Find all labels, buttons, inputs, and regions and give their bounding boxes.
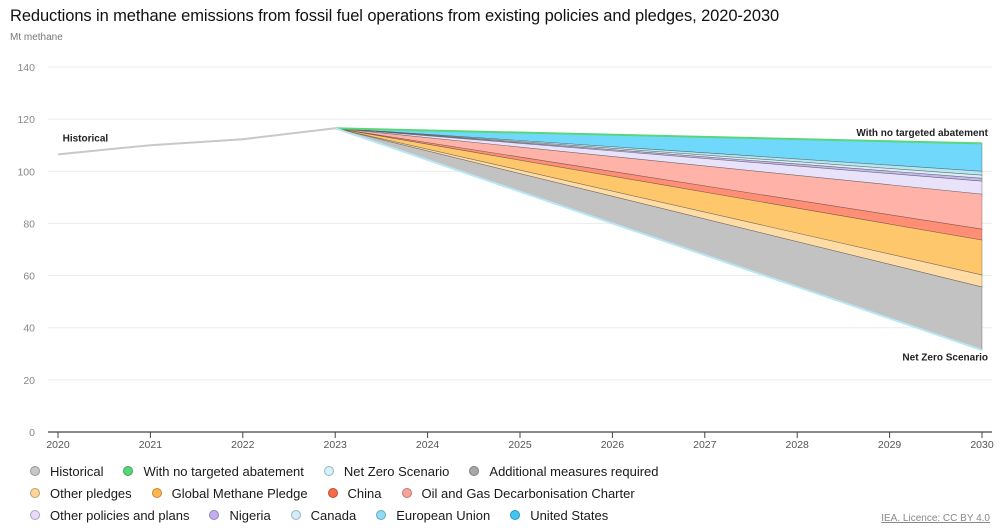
x-tick-label-2027: 2027 (693, 439, 717, 451)
legend-item-net-zero-scenario[interactable]: Net Zero Scenario (323, 463, 450, 479)
legend-label: United States (530, 507, 609, 523)
x-tick-label-2023: 2023 (324, 439, 348, 451)
legend-dot-icon (327, 488, 338, 498)
legend-label: Oil and Gas Decarbonisation Charter (421, 485, 635, 501)
gridlines (48, 66, 992, 381)
annotations: Historical With no targeted abatement Net … (63, 128, 989, 363)
y-tick-label-40: 40 (23, 323, 35, 335)
licence-link[interactable]: IEA. Licence: CC BY 4.0 (881, 513, 990, 524)
legend-dot-icon (151, 488, 162, 498)
legend-row: Historical With no targeted abatement Net … (30, 460, 850, 482)
annotation-historical: Historical (63, 133, 109, 144)
x-tick-label-2022: 2022 (231, 439, 255, 451)
y-tick-label-140: 140 (17, 62, 35, 74)
chart-plot: 2020 2021 2022 2023 2024 2025 2026 2027 2028 2029… (17, 62, 994, 451)
y-tick-label-20: 20 (23, 375, 35, 387)
x-tick-label-2029: 2029 (878, 439, 902, 451)
legend-item-nigeria[interactable]: Nigeria (209, 507, 271, 523)
x-tick-label-2026: 2026 (601, 439, 625, 451)
legend-dot-icon (30, 510, 40, 520)
legend-item-additional-measures-required[interactable]: Additional measures required (469, 463, 659, 479)
y-tick-label-0: 0 (29, 427, 35, 439)
x-axis: 2020 2021 2022 2023 2024 2025 2026 2027 2028 2029… (46, 431, 994, 451)
series-lines (57, 127, 983, 352)
annotation-net-zero-scenario: Net Zero Scenario (902, 352, 988, 363)
x-tick-label-2024: 2024 (416, 439, 440, 451)
x-tick-label-2020: 2020 (46, 439, 70, 451)
legend-dot-icon (209, 510, 220, 520)
line-historical (57, 127, 336, 156)
legend-dot-icon (290, 510, 301, 520)
x-tick-label-2025: 2025 (508, 439, 532, 451)
legend: Historical With no targeted abatement Net … (30, 460, 850, 526)
legend-dot-icon (510, 510, 521, 520)
legend-item-other-policies-and-plans[interactable]: Other policies and plans (30, 508, 189, 523)
legend-label: Historical (50, 463, 104, 479)
legend-item-china[interactable]: China (327, 485, 382, 501)
legend-label: Other policies and plans (50, 507, 190, 523)
legend-item-european-union[interactable]: European Union (376, 508, 490, 523)
x-tick-label-2021: 2021 (139, 439, 163, 451)
legend-label: Nigeria (229, 507, 271, 523)
legend-label: European Union (396, 507, 491, 523)
y-tick-label-60: 60 (23, 271, 35, 283)
area-bands (335, 127, 983, 351)
legend-label: Global Methane Pledge (171, 485, 308, 501)
legend-item-united-states[interactable]: United States (510, 508, 608, 523)
legend-label: China (347, 485, 382, 501)
line-with-no-targeted-abatement (335, 127, 983, 145)
legend-dot-icon (469, 466, 480, 476)
legend-label: With no targeted abatement (143, 463, 304, 479)
legend-label: Other pledges (50, 485, 132, 501)
y-axis-unit-label: Mt methane (10, 32, 63, 43)
y-tick-label-80: 80 (23, 218, 35, 230)
legend-row: Other pledges Global Methane Pledge China O… (30, 482, 850, 504)
legend-dot-icon (30, 466, 40, 476)
legend-item-global-methane-pledge[interactable]: Global Methane Pledge (151, 485, 308, 501)
legend-item-oil-and-gas-decarbonisation-charter[interactable]: Oil and Gas Decarbonisation Charter (401, 485, 635, 501)
legend-dot-icon (323, 466, 334, 476)
legend-item-historical[interactable]: Historical (30, 464, 103, 479)
legend-label: Additional measures required (489, 463, 659, 479)
legend-item-canada[interactable]: Canada (290, 507, 357, 523)
y-tick-label-120: 120 (17, 114, 35, 126)
annotation-with-no-targeted-abatement: With no targeted abatement (856, 128, 988, 139)
legend-label: Net Zero Scenario (343, 463, 450, 479)
y-tick-label-100: 100 (17, 166, 35, 178)
legend-dot-icon (30, 488, 40, 498)
chart-title: Reductions in methane emissions from fos… (10, 7, 780, 25)
legend-label: Canada (310, 507, 357, 523)
legend-row: Other policies and plans Nigeria Canada Eur… (30, 504, 850, 526)
legend-dot-icon (376, 510, 387, 520)
legend-dot-icon (123, 466, 134, 476)
x-tick-label-2030: 2030 (970, 439, 994, 451)
y-axis-tick-labels: 0 20 40 60 80 100 120 140 (17, 62, 35, 439)
legend-dot-icon (401, 488, 412, 498)
x-tick-label-2028: 2028 (786, 439, 810, 451)
legend-item-with-no-targeted-abatement[interactable]: With no targeted abatement (123, 463, 304, 479)
line-net-zero-scenario (334, 127, 983, 352)
legend-item-other-pledges[interactable]: Other pledges (30, 486, 132, 501)
